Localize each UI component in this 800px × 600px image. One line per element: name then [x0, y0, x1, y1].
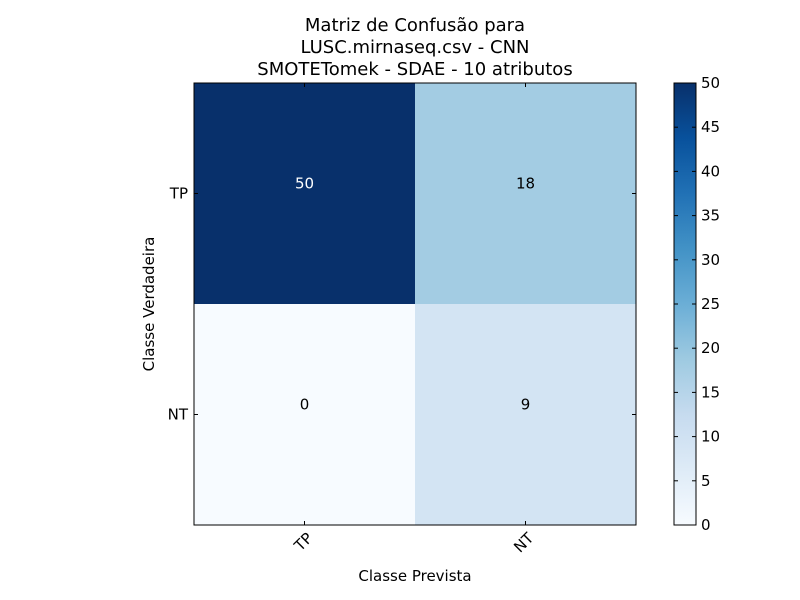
colorbar-tick-label-9: 45	[701, 118, 720, 136]
colorbar-tick-label-3: 15	[701, 383, 720, 401]
y-tick-label-0: TP	[169, 185, 188, 203]
chart-title-line-3: SMOTETomek - SDAE - 10 atributos	[257, 59, 572, 80]
y-axis-label: Classe Verdadeira	[140, 237, 158, 372]
heatmap-cell-value-r1-c0: 0	[300, 396, 310, 414]
heatmap-cell-r1-c0	[194, 304, 415, 525]
heatmap-cells: 50 18 0 9	[194, 83, 636, 525]
y-tick-label-1: NT	[168, 406, 189, 424]
heatmap-cell-value-r1-c1: 9	[521, 396, 531, 414]
colorbar-ticks: 0 5 10 15 20 25 30 35 40 45 50	[674, 74, 720, 534]
heatmap-cell-value-r0-c1: 18	[516, 175, 535, 193]
chart-title-line-2: LUSC.mirnaseq.csv - CNN	[300, 37, 529, 58]
colorbar-tick-label-0: 0	[701, 516, 711, 534]
chart-title-line-1: Matriz de Confusão para	[305, 15, 525, 36]
colorbar-tick-label-7: 35	[701, 207, 720, 225]
heatmap-cell-r0-c0	[194, 83, 415, 304]
x-axis-label: Classe Prevista	[358, 567, 471, 585]
heatmap-cell-r0-c1	[415, 83, 636, 304]
colorbar-tick-label-4: 20	[701, 339, 720, 357]
heatmap-cell-r1-c1	[415, 304, 636, 525]
colorbar-tick-label-2: 10	[701, 428, 720, 446]
colorbar: 0 5 10 15 20 25 30 35 40 45 50	[673, 74, 720, 534]
heatmap-cell-value-r0-c0: 50	[295, 175, 314, 193]
x-tick-label-0: TP	[290, 529, 316, 555]
colorbar-tick-label-5: 25	[701, 295, 720, 313]
colorbar-tick-label-1: 5	[701, 472, 711, 490]
x-tick-label-1: NT	[510, 529, 538, 557]
colorbar-tick-label-6: 30	[701, 251, 720, 269]
colorbar-tick-label-10: 50	[701, 74, 720, 92]
chart-title: Matriz de Confusão para LUSC.mirnaseq.cs…	[257, 15, 572, 80]
plot-frame	[193, 82, 637, 526]
colorbar-tick-label-8: 40	[701, 162, 720, 180]
